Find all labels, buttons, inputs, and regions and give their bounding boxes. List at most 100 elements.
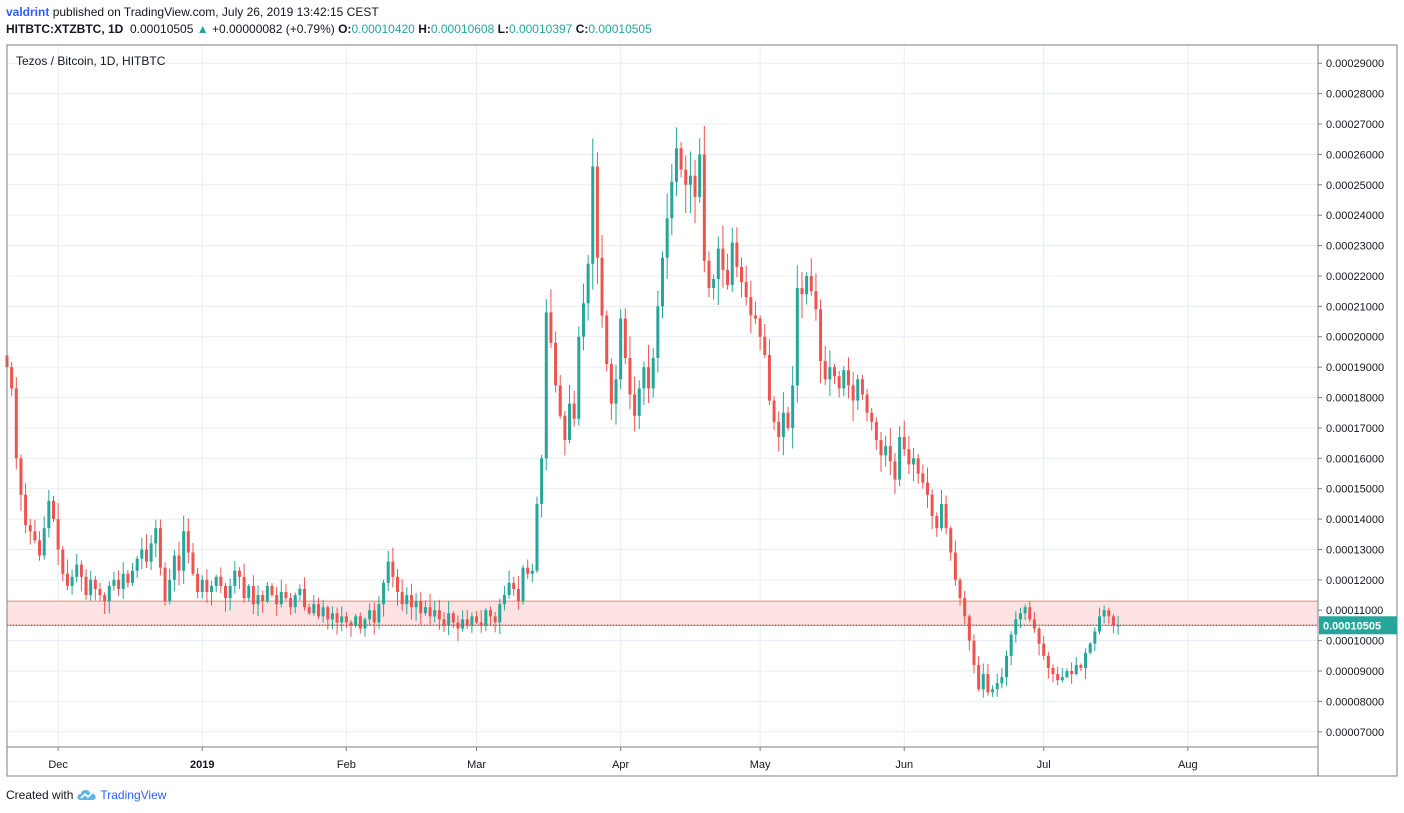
candle-body bbox=[907, 449, 911, 465]
created-with-text: Created with bbox=[6, 788, 74, 802]
candle-body bbox=[391, 561, 395, 577]
candle-body bbox=[335, 613, 339, 623]
candle-body bbox=[600, 257, 604, 316]
candle-body bbox=[182, 531, 186, 571]
candle-body bbox=[89, 579, 93, 596]
candle-body bbox=[1111, 616, 1115, 626]
candle-body bbox=[38, 540, 42, 556]
y-tick-label: 0.00023000 bbox=[1326, 241, 1384, 253]
candle-body bbox=[340, 616, 344, 623]
candle-body bbox=[1005, 655, 1009, 678]
candle-body bbox=[10, 367, 14, 389]
candle-body bbox=[851, 385, 855, 401]
candle-body bbox=[749, 297, 753, 316]
candle-body bbox=[1046, 655, 1050, 668]
candle-body bbox=[219, 576, 223, 586]
candle-body bbox=[298, 588, 302, 596]
y-tick-label: 0.00012000 bbox=[1326, 575, 1384, 587]
candle-body bbox=[995, 683, 999, 690]
candle-body bbox=[721, 248, 725, 270]
y-tick-label: 0.00007000 bbox=[1326, 727, 1384, 739]
candle-body bbox=[321, 607, 325, 617]
candle-body bbox=[168, 579, 172, 602]
y-tick-label: 0.00015000 bbox=[1326, 484, 1384, 496]
candle-body bbox=[307, 607, 311, 614]
footer: Created with TradingView bbox=[6, 788, 166, 802]
candle-body bbox=[191, 552, 195, 574]
candle-body bbox=[344, 616, 348, 623]
candle-body bbox=[1070, 671, 1074, 675]
x-tick-label: Jun bbox=[895, 759, 913, 771]
candle-body bbox=[963, 598, 967, 617]
y-tick-label: 0.00026000 bbox=[1326, 149, 1384, 161]
candle-body bbox=[568, 403, 572, 441]
close-value: 0.00010505 bbox=[588, 22, 652, 36]
candle-body bbox=[1009, 634, 1013, 656]
candle-body bbox=[42, 528, 46, 556]
candle-body bbox=[24, 494, 28, 526]
candle-body bbox=[642, 367, 646, 389]
candle-body bbox=[888, 446, 892, 462]
candle-body bbox=[702, 154, 706, 261]
candle-body bbox=[279, 592, 283, 605]
candle-body bbox=[712, 279, 716, 289]
candle-body bbox=[591, 166, 595, 264]
candle-body bbox=[1018, 613, 1022, 620]
candle-body bbox=[400, 592, 404, 605]
candle-body bbox=[386, 561, 390, 583]
candle-body bbox=[270, 585, 274, 596]
candle-body bbox=[609, 364, 613, 404]
x-tick-label: Dec bbox=[48, 759, 68, 771]
candle-body bbox=[939, 503, 943, 529]
candle-body bbox=[1051, 667, 1055, 675]
last-value: 0.00010505 bbox=[130, 22, 194, 36]
candle-body bbox=[554, 342, 558, 386]
candle-body bbox=[856, 379, 860, 401]
candle-body bbox=[75, 564, 79, 577]
candle-body bbox=[981, 674, 985, 690]
candle-body bbox=[730, 242, 734, 286]
candle-body bbox=[688, 175, 692, 185]
candle-body bbox=[535, 503, 539, 571]
candle-body bbox=[628, 358, 632, 395]
low-label: L: bbox=[497, 22, 509, 36]
y-tick-label: 0.00024000 bbox=[1326, 210, 1384, 222]
candle-body bbox=[740, 266, 744, 283]
candle-body bbox=[470, 616, 474, 626]
candle-body bbox=[786, 412, 790, 428]
candle-body bbox=[1032, 619, 1036, 629]
candle-body bbox=[214, 576, 218, 586]
y-tick-label: 0.00028000 bbox=[1326, 89, 1384, 101]
candle-body bbox=[475, 616, 479, 623]
candle-body bbox=[488, 610, 492, 617]
candle-body bbox=[693, 175, 697, 197]
candle-body bbox=[1042, 643, 1046, 656]
tradingview-logo-link[interactable]: TradingView bbox=[77, 788, 166, 802]
candle-body bbox=[98, 588, 102, 596]
candle-body bbox=[154, 528, 158, 544]
candle-body bbox=[772, 400, 776, 422]
candle-body bbox=[70, 576, 74, 586]
candle-body bbox=[242, 576, 246, 599]
candle-body bbox=[674, 148, 678, 182]
y-tick-label: 0.00021000 bbox=[1326, 301, 1384, 313]
candle-body bbox=[28, 525, 32, 532]
author-link[interactable]: valdrint bbox=[6, 5, 50, 19]
candle-body bbox=[144, 549, 148, 562]
candle-body bbox=[163, 567, 167, 602]
candle-body bbox=[228, 585, 232, 599]
candle-body bbox=[1056, 674, 1060, 681]
y-tick-label: 0.00020000 bbox=[1326, 332, 1384, 344]
candle-body bbox=[409, 595, 413, 608]
candle-body bbox=[14, 388, 18, 459]
candle-body bbox=[633, 394, 637, 416]
candle-body bbox=[516, 588, 520, 602]
candle-body bbox=[781, 412, 785, 438]
candle-body bbox=[1102, 610, 1106, 617]
candle-body bbox=[414, 601, 418, 608]
candle-body bbox=[846, 370, 850, 386]
symbol-label: HITBTC:XTZBTC, 1D bbox=[6, 22, 124, 36]
candle-body bbox=[763, 336, 767, 355]
candle-body bbox=[284, 592, 288, 599]
